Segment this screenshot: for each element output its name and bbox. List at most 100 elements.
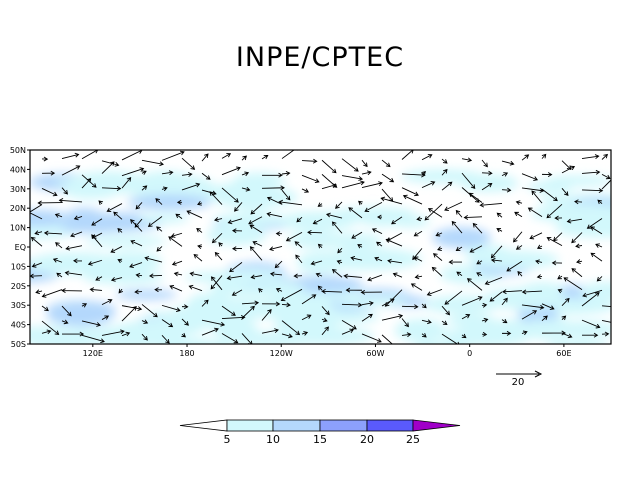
wind-vector <box>401 187 419 197</box>
wind-vector <box>161 170 174 176</box>
colorbar-box <box>272 419 321 432</box>
lat-tick-label: 30N <box>10 185 26 194</box>
wind-vector <box>421 171 426 176</box>
wind-vector <box>515 245 523 250</box>
shade-blob <box>187 292 233 312</box>
wind-vector <box>561 297 570 307</box>
wind-vector <box>176 199 183 205</box>
wind-vector <box>521 304 545 310</box>
shade-blob <box>83 235 168 247</box>
wind-vector <box>468 192 483 203</box>
shade-blob <box>67 170 149 195</box>
wind-vector <box>317 243 323 249</box>
wind-vector <box>188 284 203 292</box>
wind-vector <box>331 268 343 278</box>
wind-vector <box>175 213 183 220</box>
wind-vector <box>541 330 567 336</box>
shade-blob <box>226 189 279 211</box>
shade-blob <box>115 289 178 300</box>
shade-blob <box>442 325 532 344</box>
lat-tick-label: 20S <box>11 282 26 291</box>
wind-vector <box>501 318 508 324</box>
wind-vector <box>506 260 523 272</box>
reference-vector-label: 20 <box>512 377 525 388</box>
wind-vector <box>201 319 226 327</box>
wind-vector <box>121 306 137 322</box>
wind-vector <box>261 154 269 160</box>
wind-vector <box>361 313 373 322</box>
shade-blob <box>273 315 322 333</box>
wind-vector <box>231 228 243 234</box>
wind-vector <box>30 236 43 247</box>
wind-vector <box>357 244 363 249</box>
wind-vector <box>557 274 563 280</box>
shade-blob <box>545 174 611 187</box>
wind-vector <box>135 272 143 278</box>
wind-vector <box>513 231 523 243</box>
colorbar-lower-triangle <box>179 419 228 432</box>
wind-vector <box>61 152 80 160</box>
wind-vector <box>30 210 43 220</box>
wind-vector <box>337 247 343 254</box>
wind-vector <box>168 236 183 247</box>
wind-vector <box>41 170 56 176</box>
wind-vector <box>275 287 283 293</box>
colorbar: 5 10 15 20 25 <box>179 419 461 446</box>
shade-blob <box>64 207 106 229</box>
wind-vector <box>463 214 483 220</box>
wind-vector <box>581 319 601 329</box>
wind-vector <box>110 246 123 253</box>
shade-blob <box>432 227 492 248</box>
wind-vector <box>461 296 483 306</box>
wind-vector <box>261 172 283 178</box>
wind-vector <box>325 212 343 219</box>
wind-vector <box>161 319 174 328</box>
wind-vector <box>221 305 236 316</box>
wind-vector <box>601 331 610 337</box>
wind-vector <box>444 290 463 305</box>
wind-vector <box>65 245 83 251</box>
wind-vector <box>361 300 374 306</box>
shade-blob <box>333 295 408 307</box>
wind-vector <box>321 326 329 336</box>
wind-vector <box>266 196 283 205</box>
wind-vector <box>181 182 201 191</box>
lon-tick-label: 60E <box>556 349 571 358</box>
wind-vector <box>561 188 569 197</box>
wind-vector <box>113 211 123 220</box>
wind-vector <box>574 199 583 205</box>
wind-vector <box>307 229 323 235</box>
wind-vector <box>221 333 239 344</box>
wind-vector <box>81 303 88 308</box>
wind-vector <box>280 288 303 302</box>
wind-vector <box>81 150 99 160</box>
wind-vector <box>441 181 453 191</box>
wind-vector <box>121 177 132 189</box>
wind-vector <box>35 289 43 295</box>
wind-vector <box>575 243 583 249</box>
wind-vector <box>294 241 303 248</box>
wind-vector <box>241 300 260 306</box>
wind-vector <box>61 288 83 294</box>
wind-vector <box>515 200 523 206</box>
wind-vector <box>117 258 123 264</box>
wind-vector <box>521 173 539 181</box>
wind-vector <box>261 301 281 307</box>
wind-vector <box>481 170 493 176</box>
wind-vector <box>170 232 183 238</box>
wind-vector <box>531 190 543 204</box>
lat-tick-label: 50N <box>10 146 26 155</box>
wind-vector <box>134 289 143 295</box>
wind-vector <box>501 187 512 193</box>
wind-vector <box>536 274 543 280</box>
wind-vector <box>517 270 523 277</box>
wind-vector <box>601 179 611 190</box>
wind-vector <box>61 165 81 176</box>
wind-vector <box>541 303 555 310</box>
wind-vector <box>484 276 503 286</box>
wind-vector <box>426 288 443 296</box>
wind-vector <box>521 330 528 336</box>
wind-vector <box>52 258 63 263</box>
wind-vector <box>130 219 143 232</box>
wind-vector <box>91 234 103 248</box>
